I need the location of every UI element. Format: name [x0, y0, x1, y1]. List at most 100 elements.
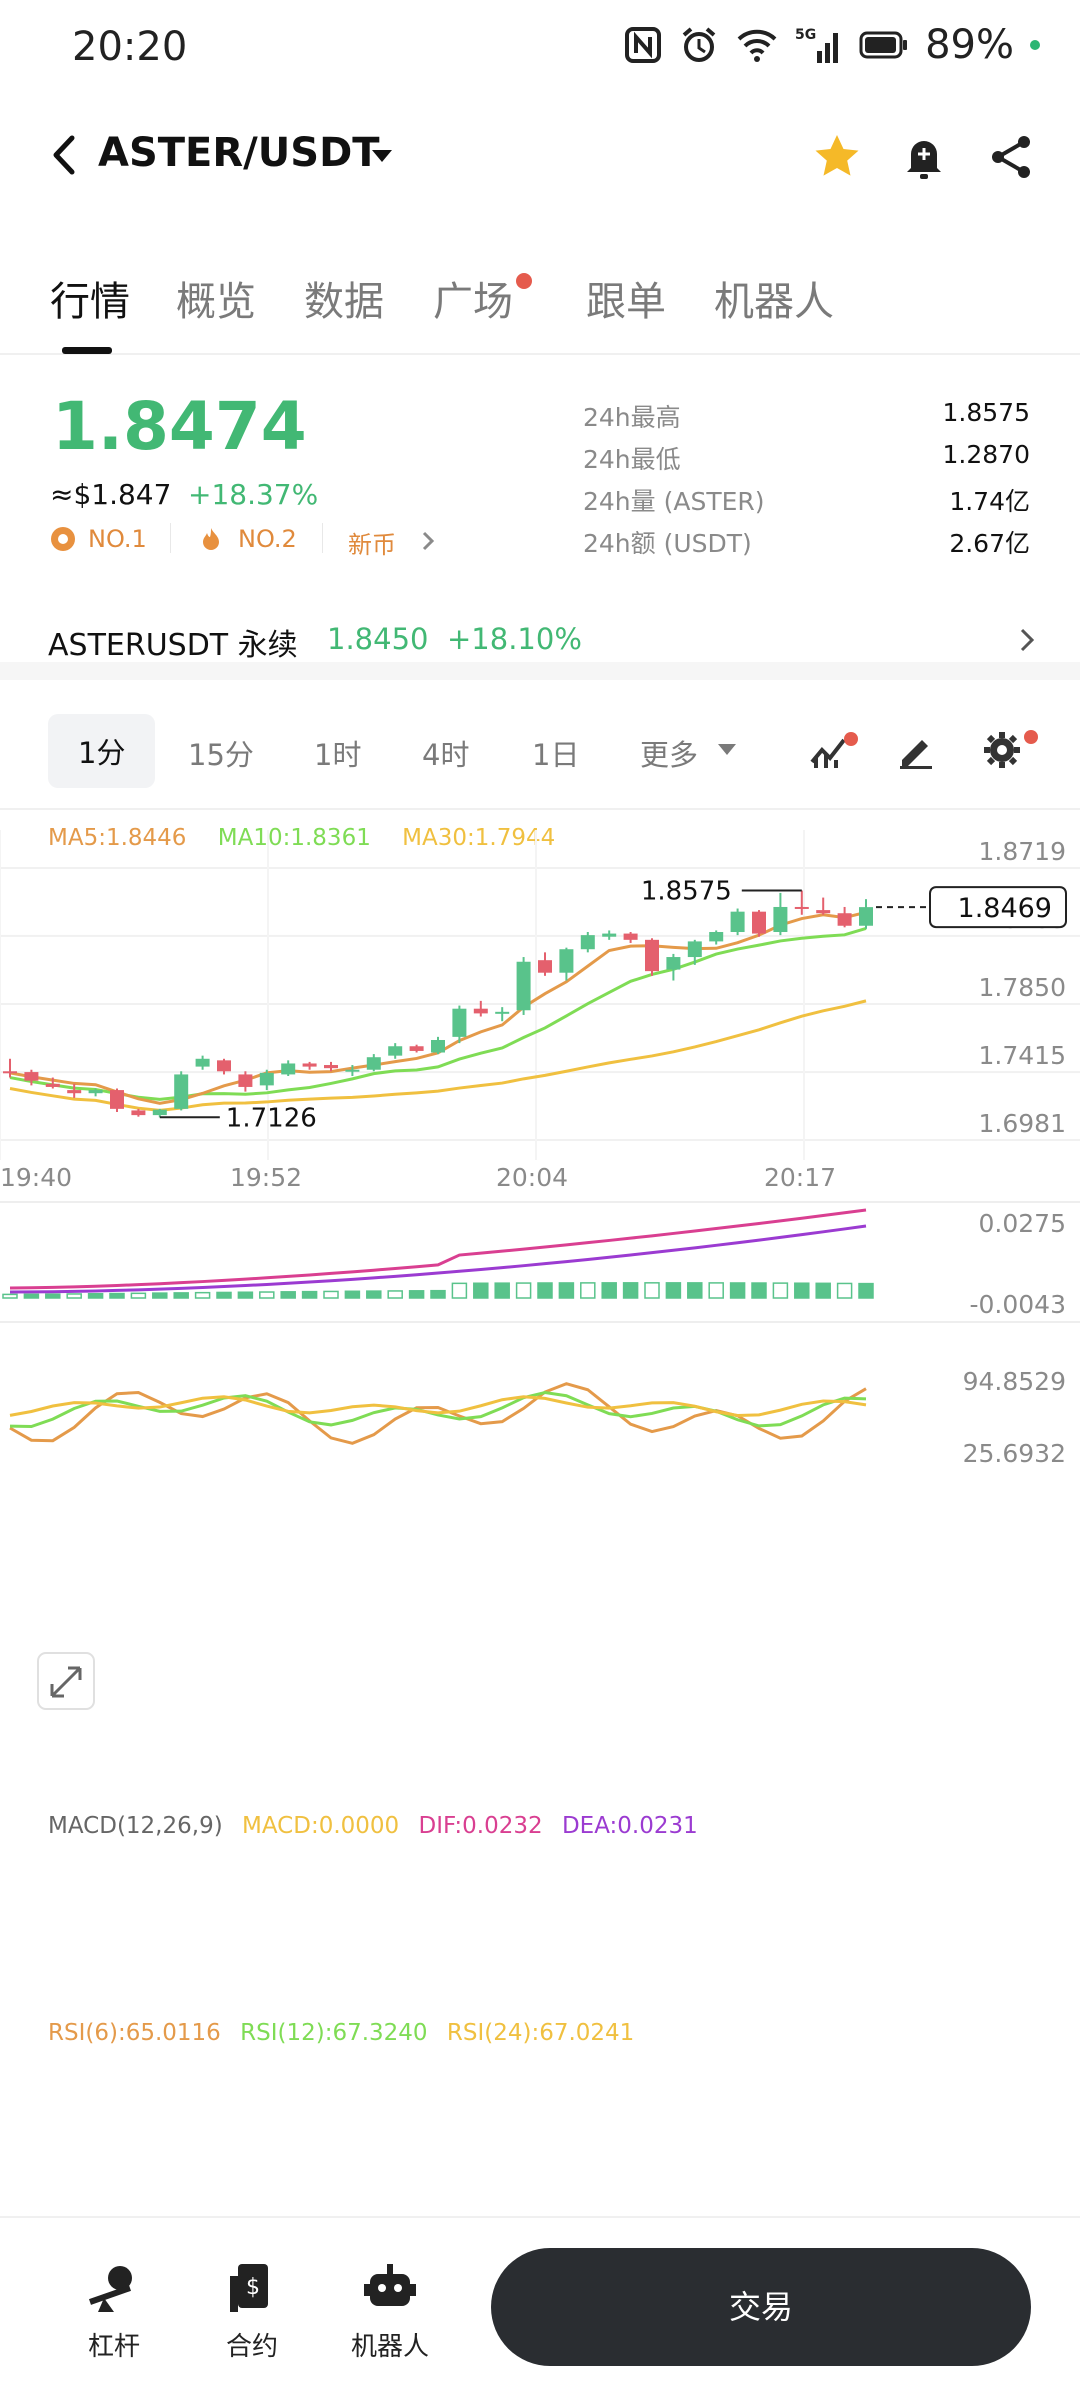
macd-histogram-bar: [344, 1290, 361, 1299]
macd-histogram-bar: [751, 1282, 767, 1299]
interval-4h[interactable]: 4时: [422, 738, 470, 772]
usd-price: ≈$1.847: [50, 478, 172, 511]
candle-body: [238, 1074, 253, 1087]
divider: [322, 523, 323, 553]
chart-grid: [0, 830, 1080, 1160]
svg-text:$: $: [246, 2275, 260, 2300]
rank-no2[interactable]: NO.2: [238, 525, 297, 553]
macd-histogram-bar: [430, 1289, 446, 1299]
alert-bell-icon[interactable]: [897, 130, 951, 184]
draw-pencil-icon[interactable]: [894, 728, 938, 772]
macd-histogram-bar: [194, 1291, 211, 1299]
candle-body: [730, 911, 745, 933]
stat-label-volume: 24h量 (ASTER): [583, 487, 765, 516]
pair-title[interactable]: ASTER/USDT: [98, 130, 380, 176]
chevron-right-icon[interactable]: [1012, 620, 1042, 660]
candle-body: [24, 1072, 39, 1081]
candle-body: [324, 1065, 338, 1069]
hi-lo-markers: 1.8469 1.8575 1.7126: [159, 877, 1067, 1133]
rsi6-value: RSI(6):65.0116: [48, 2020, 221, 2046]
candle-body: [3, 1071, 17, 1074]
interval-more[interactable]: 更多: [640, 738, 699, 772]
candle-body: [217, 1060, 231, 1072]
macd-histogram-bar: [301, 1290, 318, 1299]
time-axis-label: 19:40: [0, 1163, 72, 1192]
candle-body: [602, 933, 617, 937]
time-axis-label: 20:17: [764, 1163, 836, 1192]
macd-histogram-bar: [173, 1292, 189, 1299]
macd-axis-label: 0.0275: [979, 1209, 1066, 1238]
rsi-line: [9, 1395, 867, 1418]
more-caret-icon[interactable]: [718, 744, 736, 755]
share-icon[interactable]: [984, 130, 1038, 184]
ma-legend: MA5:1.8446 MA10:1.8361 MA30:1.7944: [48, 825, 579, 851]
macd-histogram-bar: [216, 1291, 232, 1299]
new-coin-label[interactable]: 新币: [348, 531, 396, 559]
candle-body: [345, 1069, 360, 1072]
tab-market[interactable]: 行情: [50, 279, 130, 325]
stat-value-turnover: 2.67亿: [949, 529, 1030, 558]
interval-1m[interactable]: 1分: [48, 714, 156, 788]
tab-robot[interactable]: 机器人: [714, 279, 834, 325]
candle-body: [174, 1074, 189, 1109]
settings-gear-icon[interactable]: [980, 728, 1024, 772]
tab-data[interactable]: 数据: [304, 279, 384, 325]
macd-panel: 0.0275 -0.0043: [0, 1201, 1080, 1319]
candle-body: [473, 1008, 488, 1014]
settings-notification-dot: [1024, 730, 1038, 744]
ma10-line: [9, 926, 867, 1101]
ma10-polyline: [9, 926, 867, 1101]
dea-line: [9, 1224, 867, 1294]
nav-robot-label: 机器人: [350, 2332, 429, 2362]
candle-body: [366, 1057, 381, 1070]
perpetual-row[interactable]: ASTERUSDT 永续 1.8450 +18.10%: [0, 600, 1080, 680]
candle-body: [559, 949, 574, 973]
macd-histogram-bar: [794, 1282, 810, 1299]
divider: [170, 523, 171, 553]
macd-histogram-bar: [259, 1291, 275, 1299]
rsi24-value: RSI(24):67.0241: [446, 2020, 635, 2046]
macd-histogram-bar: [237, 1291, 254, 1299]
ma30-value: MA30:1.7944: [402, 825, 556, 851]
nav-lever[interactable]: 杠杆: [64, 2258, 164, 2363]
high-marker-label: 1.8575: [641, 877, 732, 907]
macd-histogram-bar: [66, 1293, 82, 1299]
candle-body: [302, 1063, 317, 1067]
candle-body: [837, 913, 852, 926]
chevron-right-icon[interactable]: [420, 530, 436, 552]
tab-square[interactable]: 广场: [433, 279, 513, 325]
pair-dropdown-caret-icon[interactable]: [372, 150, 392, 162]
interval-1d[interactable]: 1日: [532, 738, 580, 772]
back-icon[interactable]: [44, 130, 84, 180]
nav-robot[interactable]: 机器人: [340, 2258, 440, 2363]
indicator-icon[interactable]: [808, 728, 852, 772]
nav-contract[interactable]: $ 合约: [202, 2258, 302, 2363]
macd-histogram-bar: [23, 1293, 40, 1299]
indicator-notification-dot: [844, 732, 858, 746]
rank-no1[interactable]: NO.1: [88, 525, 147, 553]
interval-1h[interactable]: 1时: [314, 738, 362, 772]
interval-15m[interactable]: 15分: [188, 738, 254, 772]
macd-histogram-bar: [152, 1292, 168, 1299]
candle-body: [645, 939, 659, 972]
trade-button[interactable]: 交易: [491, 2248, 1031, 2366]
price-axis-label: 1.8719: [979, 837, 1066, 866]
macd-histogram-bar: [858, 1282, 874, 1299]
tab-square-notification-dot: [516, 273, 532, 289]
macd-histogram-bar: [836, 1282, 853, 1299]
candle-body: [259, 1072, 274, 1086]
candle-body: [495, 1011, 510, 1014]
candle-body: [538, 960, 552, 973]
stat-value-high: 1.8575: [942, 398, 1030, 427]
current-price-tag: [929, 886, 1067, 929]
tab-overview[interactable]: 概览: [176, 279, 256, 325]
macd-histogram-bar: [601, 1282, 617, 1299]
rsi-panel: 94.8529 25.6932: [0, 1321, 1080, 1468]
macd-histogram-bar: [87, 1293, 104, 1299]
tab-copy-trading[interactable]: 跟单: [586, 279, 666, 325]
ma5-polyline: [9, 910, 867, 1105]
favorite-star-icon[interactable]: [810, 130, 864, 184]
candle-body: [45, 1083, 60, 1087]
price-change-percent: +18.37%: [188, 478, 319, 511]
